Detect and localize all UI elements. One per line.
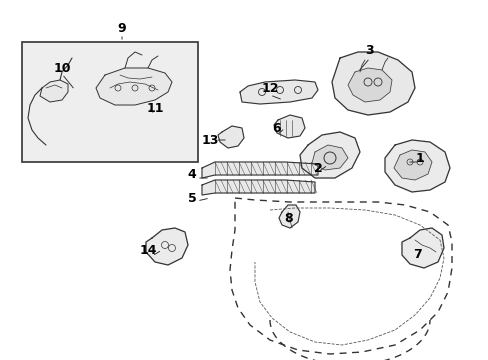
Polygon shape: [202, 162, 317, 178]
Polygon shape: [202, 180, 314, 195]
Text: 1: 1: [415, 152, 424, 165]
Text: 14: 14: [139, 243, 157, 256]
Text: 2: 2: [313, 162, 322, 175]
Bar: [22, 42, 198, 162]
Polygon shape: [146, 228, 187, 265]
Text: 9: 9: [118, 22, 126, 35]
Text: 6: 6: [272, 122, 281, 135]
Text: 4: 4: [187, 168, 196, 181]
Polygon shape: [218, 126, 244, 148]
Polygon shape: [401, 228, 443, 268]
Text: 13: 13: [201, 134, 218, 147]
Polygon shape: [96, 68, 172, 105]
Polygon shape: [40, 80, 68, 102]
Text: 5: 5: [187, 192, 196, 204]
Polygon shape: [384, 140, 449, 192]
Polygon shape: [273, 115, 305, 138]
Text: 3: 3: [365, 44, 373, 57]
Polygon shape: [347, 68, 391, 102]
Text: 7: 7: [413, 248, 422, 261]
Text: 8: 8: [284, 211, 293, 225]
Polygon shape: [331, 52, 414, 115]
Text: 10: 10: [53, 62, 71, 75]
Polygon shape: [311, 145, 347, 170]
Text: 12: 12: [261, 81, 278, 94]
Polygon shape: [299, 132, 359, 178]
Text: 11: 11: [146, 102, 163, 114]
Polygon shape: [279, 205, 299, 228]
Polygon shape: [393, 150, 431, 180]
Polygon shape: [240, 80, 317, 104]
